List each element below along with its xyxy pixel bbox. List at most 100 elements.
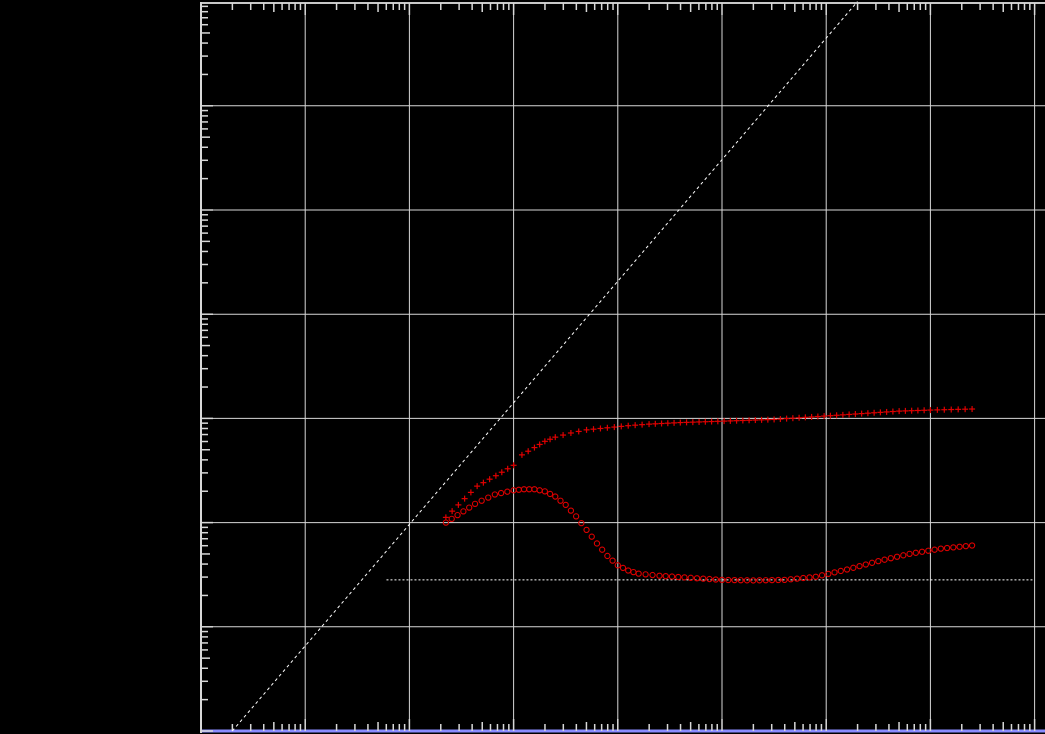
data-point-circle [687,574,694,581]
data-point-plus [583,426,590,433]
data-point-plus [883,408,890,415]
data-point-circle [843,566,851,573]
data-point-plus [889,408,896,415]
data-point-circle [881,556,888,563]
reference-lines [231,1,1035,732]
data-point-plus [560,432,567,439]
data-point-circle [768,576,776,584]
data-point-plus [567,429,574,436]
data-point-plus [927,407,934,414]
data-point-circle [681,574,688,581]
data-point-plus [777,416,784,423]
data-point-plus [702,418,709,425]
data-point-circle [675,573,682,581]
data-point-plus [839,411,846,418]
data-point-circle [635,570,642,577]
data-point-plus [789,415,796,422]
data-point-circle [925,547,932,554]
data-point-circle [906,550,913,558]
plot-background [200,2,1045,733]
data-point-plus [536,441,543,448]
data-point-plus [632,422,639,429]
data-point-circle [950,544,957,551]
data-point-circle [562,501,569,509]
data-point-plus [764,416,771,423]
data-point-plus [671,419,678,426]
grid-lines [201,3,1045,731]
data-point-circle [718,576,726,584]
data-point-circle [448,515,455,522]
data-point-circle [875,558,882,565]
data-point-plus [531,444,538,451]
data-point-plus [733,417,740,424]
data-point-circle [642,571,649,578]
data-point-plus [914,407,921,414]
data-point-plus [746,417,753,424]
data-point-plus [727,417,734,424]
data-point-plus [846,411,853,418]
data-point-plus [510,462,517,469]
data-point-circle [762,577,769,584]
data-point-circle [491,491,498,498]
data-point-plus [821,413,828,420]
data-point-circle [737,577,744,584]
data-point-circle [588,533,595,540]
data-point-circle [700,575,707,582]
data-point-plus [708,418,715,425]
data-point-circle [781,576,788,584]
data-point-plus [525,448,532,455]
data-point-circle [546,490,554,498]
data-point-circle [497,489,505,497]
data-point-plus [575,428,582,435]
data-point-circle [912,549,919,556]
data-point-circle [552,493,559,500]
data-point-plus [677,419,684,426]
data-point-plus [902,407,909,414]
data-point-circle [572,513,580,520]
data-point-circle [485,494,492,501]
data-point-circle [893,553,901,560]
data-point-circle [649,571,656,579]
data-point-plus [498,469,505,476]
data-point-circle [668,573,676,580]
data-point-circle [775,576,782,584]
data-point-circle [856,563,863,570]
data-point-plus [480,479,487,486]
data-point-circle [541,488,549,495]
data-point-circle [557,497,564,504]
data-point-plus [639,421,646,428]
data-point-plus [858,410,865,417]
data-point-circle [578,519,585,527]
data-point-plus [808,413,815,420]
data-point-circle [793,575,801,582]
data-point-plus [771,416,778,423]
data-point-circle [460,508,467,515]
data-point-circle [731,576,738,584]
data-point-plus [625,422,632,429]
data-point-circle [478,497,485,504]
data-point-circle [937,545,944,552]
data-point-plus [486,476,493,483]
data-point-plus [664,420,671,427]
data-point-plus [962,406,969,413]
data-point-plus [758,416,765,423]
reference-line-diagonal [231,1,858,732]
data-point-plus [611,424,618,431]
data-point-plus [467,489,474,496]
data-point-circle [900,552,907,559]
data-point-plus [547,436,554,443]
data-point-plus [714,418,721,425]
data-point-circle [818,572,826,579]
data-point-plus [696,418,703,425]
data-point-plus [474,483,481,490]
data-point-circle [466,504,473,511]
data-point-plus [658,420,665,427]
data-point-circle [887,555,894,562]
data-point-circle [662,573,669,580]
data-point-plus [590,426,597,433]
data-point-circle [831,569,838,576]
data-point-plus [752,417,759,424]
data-point-circle [931,546,938,553]
data-point-circle [656,572,663,579]
data-point-plus [796,414,803,421]
